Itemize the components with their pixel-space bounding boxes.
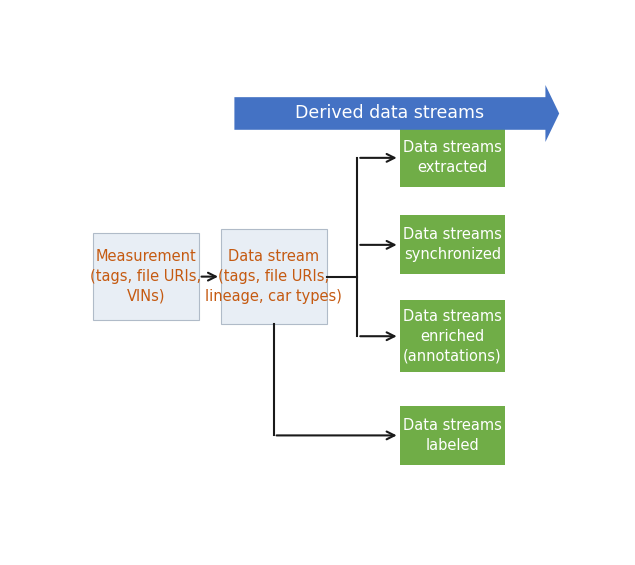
Text: Data streams
labeled: Data streams labeled bbox=[403, 418, 502, 453]
FancyBboxPatch shape bbox=[399, 301, 505, 372]
FancyBboxPatch shape bbox=[93, 233, 199, 320]
Text: Data streams
extracted: Data streams extracted bbox=[403, 141, 502, 175]
FancyBboxPatch shape bbox=[399, 215, 505, 274]
Polygon shape bbox=[234, 85, 559, 142]
Text: Data streams
enriched
(annotations): Data streams enriched (annotations) bbox=[403, 309, 502, 363]
FancyBboxPatch shape bbox=[399, 406, 505, 465]
FancyBboxPatch shape bbox=[221, 229, 326, 324]
Text: Derived data streams: Derived data streams bbox=[295, 105, 485, 123]
Text: Data streams
synchronized: Data streams synchronized bbox=[403, 228, 502, 262]
Text: Measurement
(tags, file URIs,
VINs): Measurement (tags, file URIs, VINs) bbox=[90, 249, 201, 304]
FancyBboxPatch shape bbox=[399, 128, 505, 187]
Text: Data stream
(tags, file URIs,
lineage, car types): Data stream (tags, file URIs, lineage, c… bbox=[205, 249, 342, 304]
